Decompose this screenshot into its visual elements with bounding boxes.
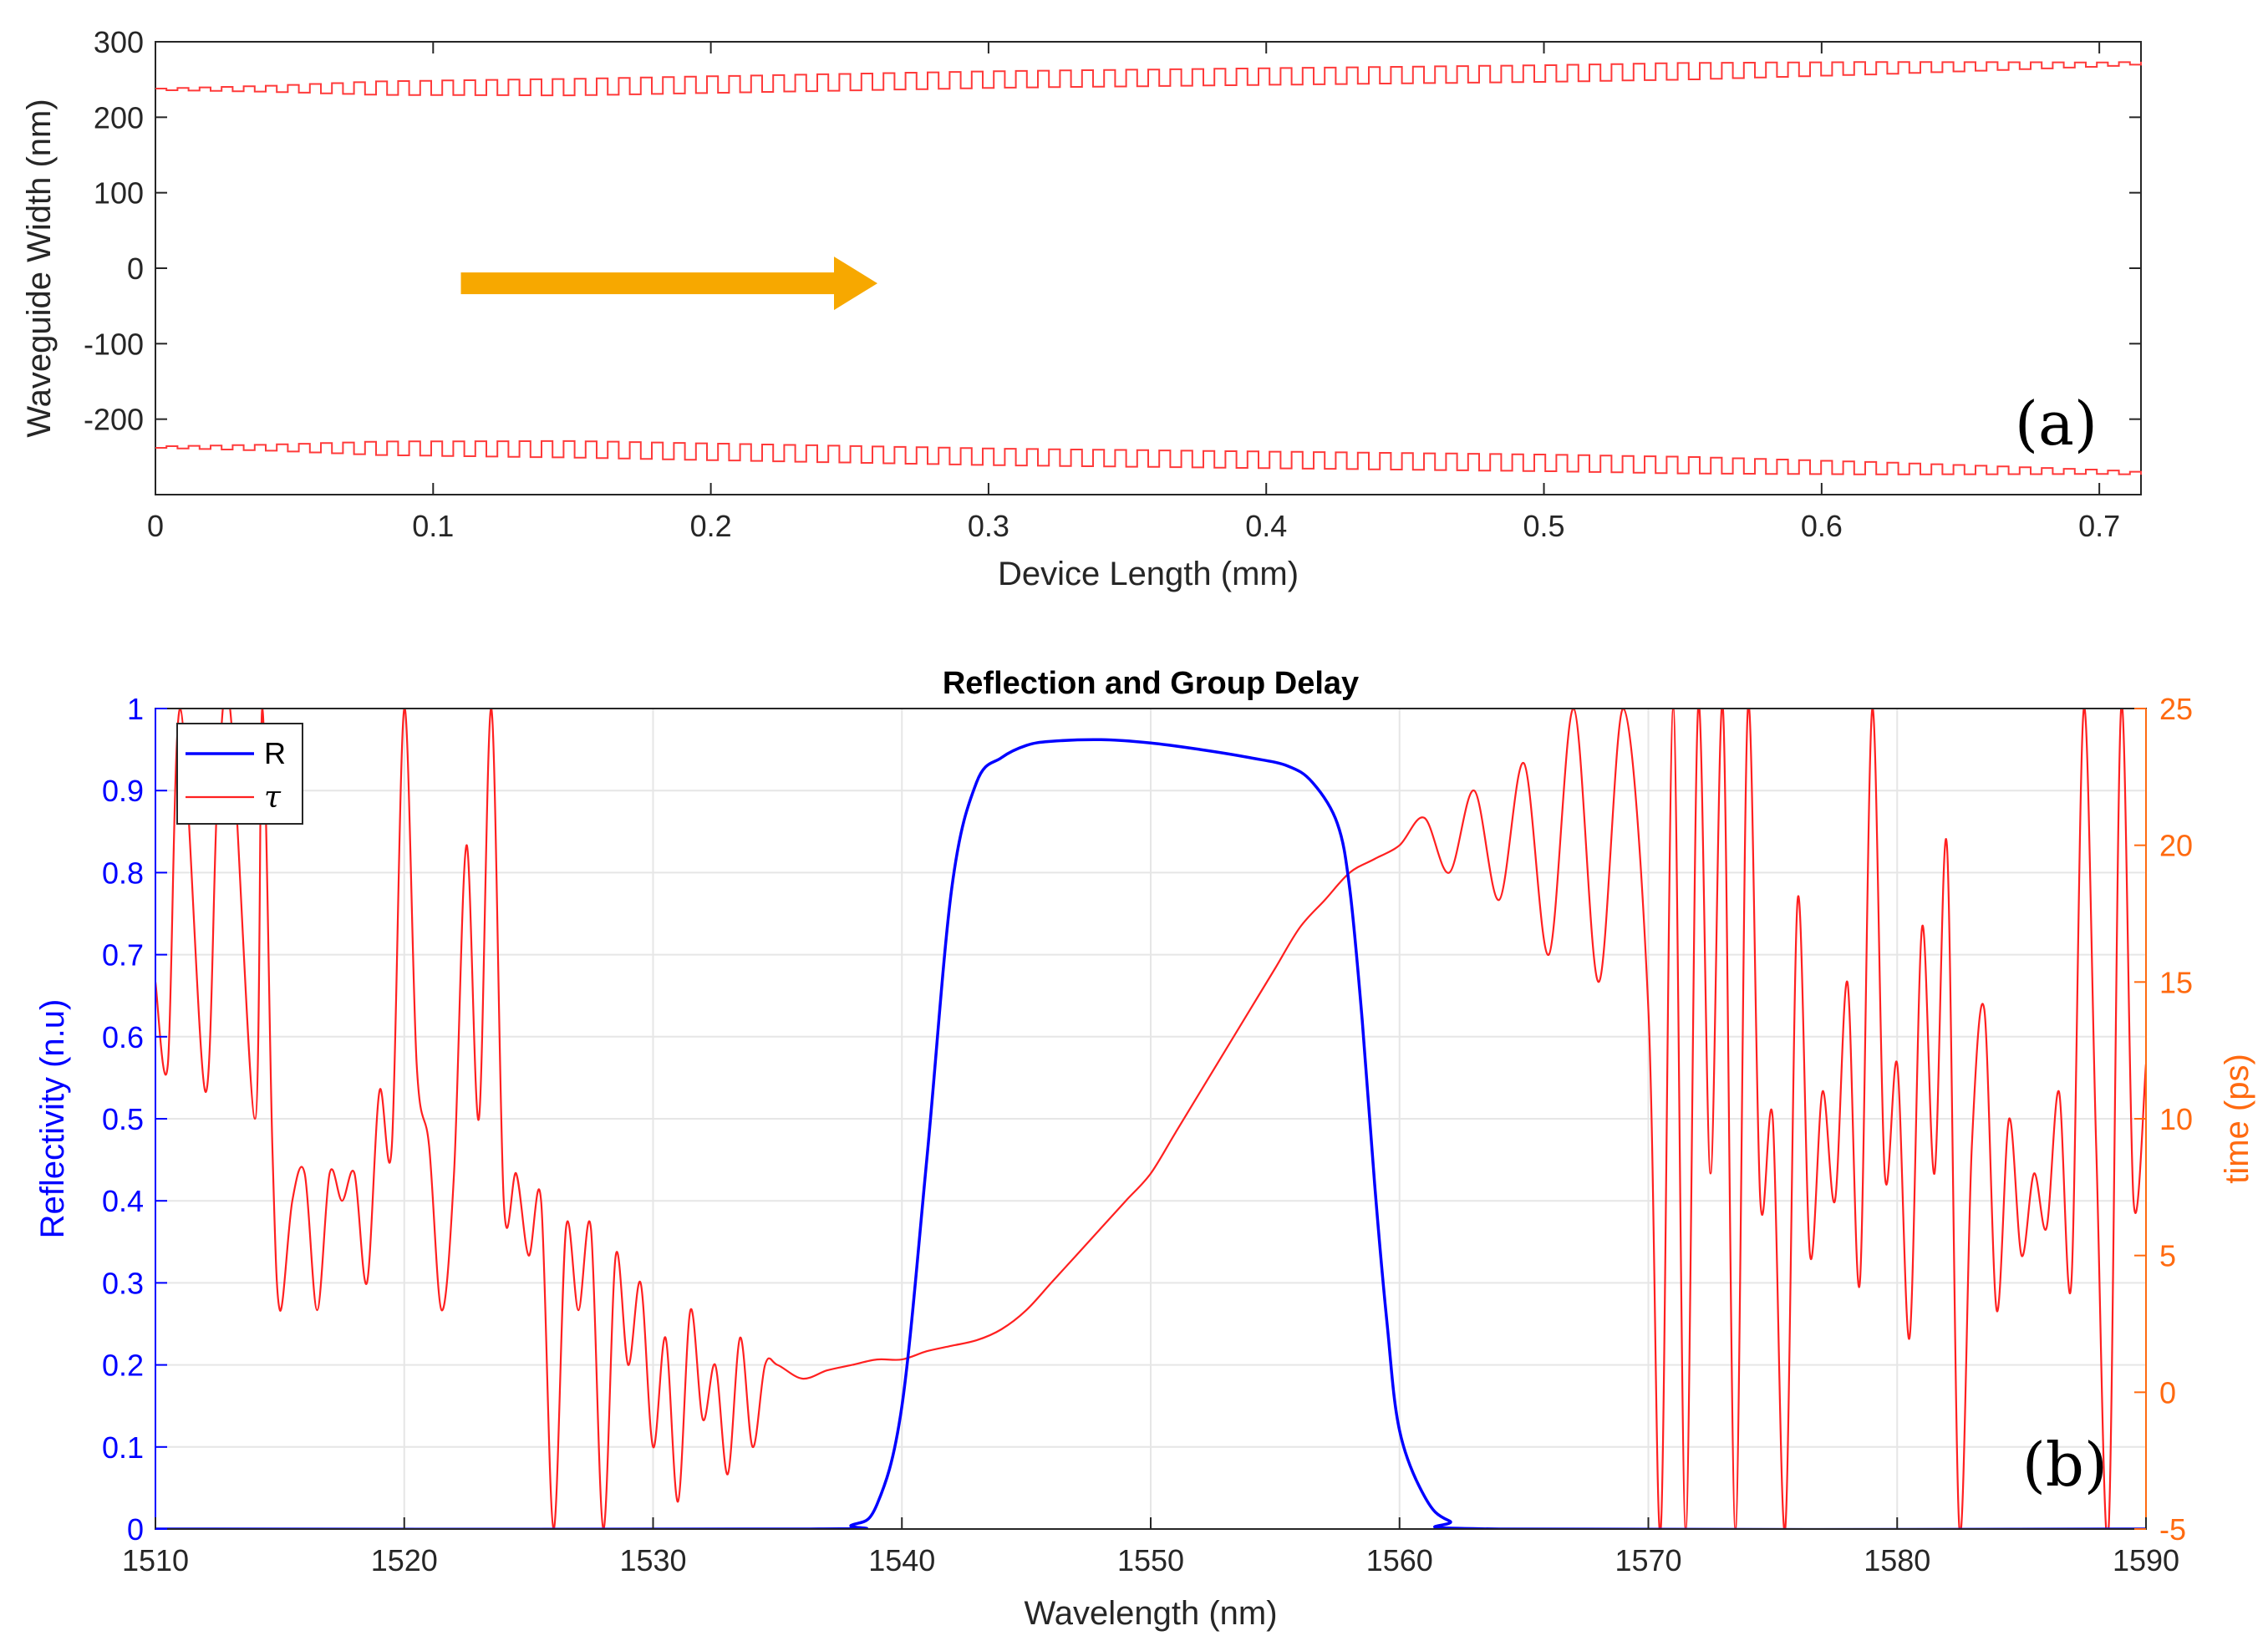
y-tick-label-a: 300 xyxy=(94,25,144,59)
y-tick-label-b: 0.7 xyxy=(102,938,144,973)
legend: Rτ xyxy=(176,723,303,825)
y-tick-label-b: 0 xyxy=(127,1512,144,1547)
x-tick-label-b: 1520 xyxy=(371,1543,438,1577)
x-tick-label-a: 0.3 xyxy=(968,509,1009,543)
y2-tick-label-b: 0 xyxy=(2159,1375,2176,1410)
y-tick-label-b: 0.3 xyxy=(102,1266,144,1300)
x-tick-label-a: 0.1 xyxy=(412,509,454,543)
y-tick-label-b: 0.4 xyxy=(102,1184,144,1218)
y-axis-label-a: Waveguide Width (nm) xyxy=(21,99,58,437)
x-axis-label-b: Wavelength (nm) xyxy=(1024,1595,1277,1632)
x-tick-label-a: 0.2 xyxy=(690,509,732,543)
direction-arrow-head xyxy=(834,257,877,311)
y-tick-label-a: 100 xyxy=(94,176,144,211)
x-tick-label-a: 0.4 xyxy=(1245,509,1287,543)
y-tick-label-a: -200 xyxy=(84,403,144,437)
y-axis-label-b: Reflectivity (n.u) xyxy=(34,999,71,1239)
y2-tick-label-b: -5 xyxy=(2159,1512,2186,1547)
panel-label-a: (a) xyxy=(2015,389,2098,459)
x-tick-label-a: 0 xyxy=(147,509,164,543)
chart-title-b: Reflection and Group Delay xyxy=(943,666,1359,701)
x-tick-label-b: 1530 xyxy=(619,1543,686,1577)
x-tick-label-b: 1540 xyxy=(868,1543,935,1577)
lower-width-trace xyxy=(155,439,2142,475)
legend-label-tau: τ xyxy=(264,780,282,815)
x-tick-label-a: 0.5 xyxy=(1523,509,1565,543)
y-tick-label-a: -100 xyxy=(84,327,144,361)
y-tick-label-b: 0.8 xyxy=(102,856,144,890)
y2-axis-label-b: time (ps) xyxy=(2219,1054,2255,1184)
y-tick-label-b: 0.9 xyxy=(102,774,144,808)
y2-tick-label-b: 10 xyxy=(2159,1102,2193,1136)
x-tick-label-b: 1510 xyxy=(122,1543,189,1577)
x-tick-label-b: 1580 xyxy=(1864,1543,1930,1577)
direction-arrow-shaft xyxy=(460,272,834,295)
x-tick-label-a: 0.6 xyxy=(1801,509,1843,543)
x-tick-label-b: 1570 xyxy=(1615,1543,1681,1577)
y2-tick-label-b: 20 xyxy=(2159,829,2193,863)
y2-tick-label-b: 5 xyxy=(2159,1239,2176,1273)
delay-series-line xyxy=(155,709,2146,1529)
x-axis-label-a: Device Length (mm) xyxy=(998,556,1299,592)
legend-box xyxy=(176,723,303,825)
y-tick-label-a: 0 xyxy=(127,251,144,286)
y-tick-label-b: 0.2 xyxy=(102,1349,144,1383)
x-tick-label-b: 1560 xyxy=(1366,1543,1433,1577)
legend-label-r: R xyxy=(264,736,286,770)
y-tick-label-b: 0.6 xyxy=(102,1020,144,1054)
y2-tick-label-b: 25 xyxy=(2159,692,2193,726)
panel-a-width-profile: 0 0.1 0.2 0.3 0.4 0.5 0.6 0.7 300 200 100 0 -100 -200… xyxy=(21,25,2142,592)
plot-a-frame xyxy=(155,41,2142,495)
y-tick-label-b: 0.1 xyxy=(102,1430,144,1465)
reflectivity-series-line xyxy=(155,738,2146,1529)
panel-b-reflection-delay: 1510 1520 1530 1540 1550 1560 1570 1580 159000.1… xyxy=(34,666,2255,1632)
x-tick-label-b: 1590 xyxy=(2113,1543,2179,1577)
upper-width-trace xyxy=(155,61,2142,97)
x-tick-label-b: 1550 xyxy=(1117,1543,1184,1577)
x-tick-label-a: 0.7 xyxy=(2078,509,2120,543)
panel-label-b: (b) xyxy=(2022,1430,2108,1500)
y-tick-label-b: 1 xyxy=(127,692,144,726)
y-tick-label-b: 0.5 xyxy=(102,1102,144,1136)
y2-tick-label-b: 15 xyxy=(2159,965,2193,999)
y-tick-label-a: 200 xyxy=(94,100,144,135)
